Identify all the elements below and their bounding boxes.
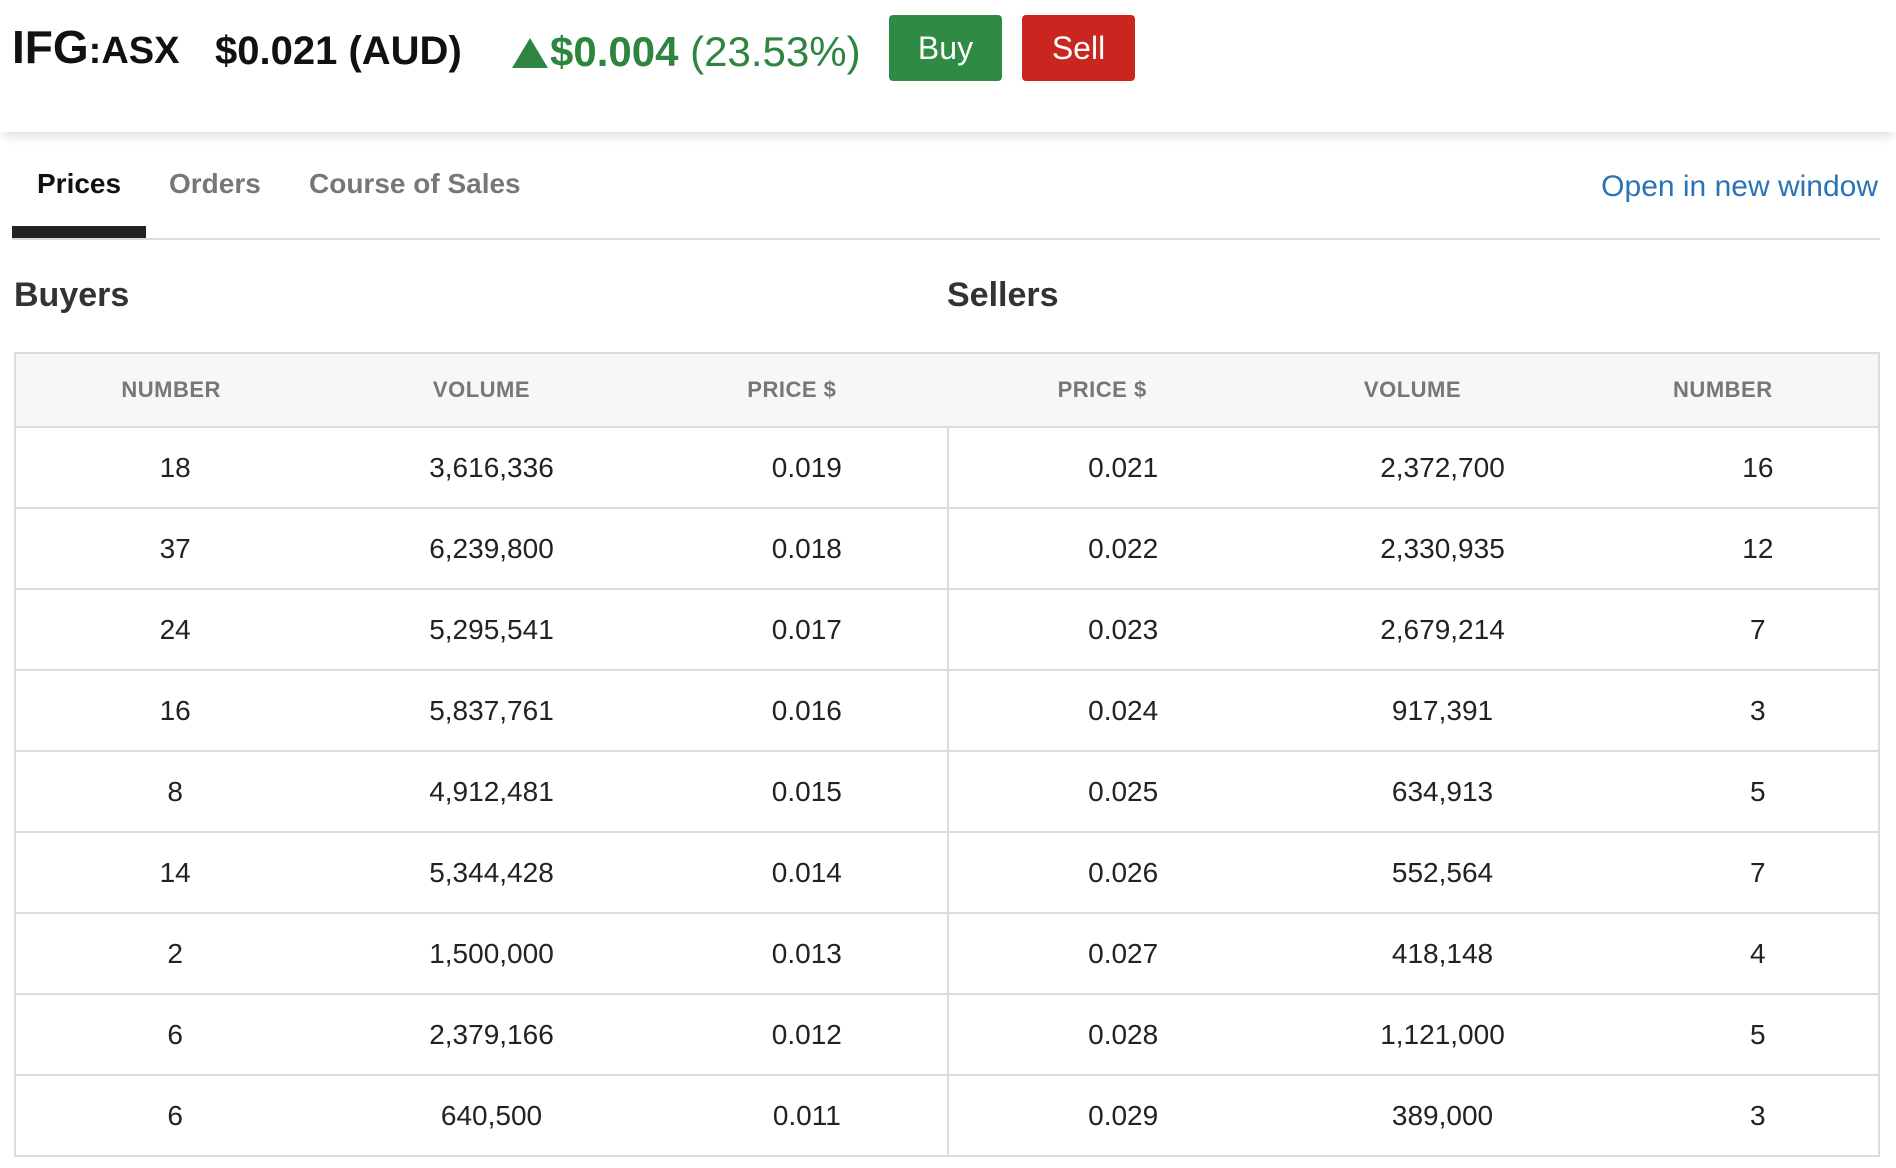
change-percent: (23.53%) — [690, 28, 861, 75]
sellers-price-cell: 0.026 — [947, 833, 1257, 912]
buyers-number-cell: 2 — [167, 937, 183, 969]
sellers-number-cell: 5 — [1750, 1018, 1766, 1050]
buyers-volume-cell: 640,500 — [440, 1099, 543, 1131]
tab-bar: Prices Orders Course of Sales Open in ne… — [12, 150, 1880, 240]
table-row: 8 4,912,481 0.015 0.025 634,913 5 — [16, 752, 1878, 833]
tab-prices[interactable]: Prices — [37, 168, 122, 199]
buyers-volume-cell: 5,295,541 — [429, 613, 554, 645]
buyers-price-cell: 0.019 — [771, 451, 842, 483]
buyers-number-cell: 6 — [167, 1099, 183, 1131]
sellers-volume-cell: 2,372,700 — [1380, 451, 1505, 483]
sellers-number-cell: 7 — [1750, 856, 1766, 888]
header-sellers-price: PRICE $ — [1057, 377, 1147, 402]
sellers-number-cell: 7 — [1750, 613, 1766, 645]
table-row: 14 5,344,428 0.014 0.026 552,564 7 — [16, 833, 1878, 914]
buyers-volume-cell: 5,837,761 — [429, 694, 554, 726]
sellers-volume-cell: 418,148 — [1391, 937, 1494, 969]
sellers-volume-cell: 2,330,935 — [1380, 532, 1505, 564]
buyers-volume-cell: 3,616,336 — [429, 451, 554, 483]
table-row: 37 6,239,800 0.018 0.022 2,330,935 12 — [16, 509, 1878, 590]
sellers-volume-cell: 2,679,214 — [1380, 613, 1505, 645]
table-header-row: NUMBER VOLUME PRICE $ PRICE $ VOLUME NUM… — [16, 354, 1878, 428]
quote-header: IFG:ASX $0.021 (AUD) $0.004 (23.53%) Buy… — [0, 0, 1896, 132]
sellers-number-cell: 5 — [1750, 775, 1766, 807]
market-depth-table: NUMBER VOLUME PRICE $ PRICE $ VOLUME NUM… — [14, 352, 1880, 1157]
sellers-number-cell: 3 — [1750, 1099, 1766, 1131]
buyers-volume-cell: 4,912,481 — [429, 775, 554, 807]
sellers-price-cell: 0.022 — [947, 509, 1257, 588]
sellers-number-cell: 16 — [1742, 451, 1774, 483]
sellers-price-cell: 0.027 — [947, 914, 1257, 993]
ticker-symbol: IFG:ASX — [12, 20, 179, 74]
sellers-volume-cell: 552,564 — [1391, 856, 1494, 888]
table-row: 24 5,295,541 0.017 0.023 2,679,214 7 — [16, 590, 1878, 671]
buyers-volume-cell: 6,239,800 — [429, 532, 554, 564]
buyers-price-cell: 0.018 — [771, 532, 842, 564]
buyers-price-cell: 0.012 — [771, 1018, 842, 1050]
table-row: 6 2,379,166 0.012 0.028 1,121,000 5 — [16, 995, 1878, 1076]
last-price: $0.021 (AUD) — [215, 29, 462, 73]
open-in-new-window-link[interactable]: Open in new window — [1601, 170, 1878, 203]
buyers-number-cell: 18 — [159, 451, 191, 483]
buyers-number-cell: 37 — [159, 532, 191, 564]
buyers-volume-cell: 1,500,000 — [429, 937, 554, 969]
buyers-title: Buyers — [14, 276, 130, 314]
buyers-price-cell: 0.013 — [771, 937, 842, 969]
buyers-number-cell: 6 — [167, 1018, 183, 1050]
tab-course-of-sales[interactable]: Course of Sales — [309, 168, 521, 199]
change-amount: $0.004 — [550, 28, 679, 75]
header-sellers-volume: VOLUME — [1363, 377, 1462, 402]
header-buyers-volume: VOLUME — [432, 377, 531, 402]
sellers-volume-cell: 389,000 — [1391, 1099, 1494, 1131]
sellers-volume-cell: 1,121,000 — [1380, 1018, 1505, 1050]
sellers-price-cell: 0.023 — [947, 590, 1257, 669]
table-row: 6 640,500 0.011 0.029 389,000 3 — [16, 1076, 1878, 1157]
buyers-number-cell: 8 — [167, 775, 183, 807]
header-buyers-price: PRICE $ — [747, 377, 837, 402]
buyers-number-cell: 16 — [159, 694, 191, 726]
sellers-volume-cell: 917,391 — [1391, 694, 1494, 726]
buyers-price-cell: 0.016 — [771, 694, 842, 726]
buyers-price-cell: 0.015 — [771, 775, 842, 807]
buyers-number-cell: 14 — [159, 856, 191, 888]
sellers-title: Sellers — [947, 276, 1059, 314]
header-buyers-number: NUMBER — [121, 377, 221, 402]
sellers-price-cell: 0.025 — [947, 752, 1257, 831]
sellers-number-cell: 12 — [1742, 532, 1774, 564]
table-row: 18 3,616,336 0.019 0.021 2,372,700 16 — [16, 428, 1878, 509]
price-change: $0.004 (23.53%) — [512, 28, 861, 76]
header-sellers-number: NUMBER — [1673, 377, 1773, 402]
buyers-volume-cell: 2,379,166 — [429, 1018, 554, 1050]
buy-button[interactable]: Buy — [889, 15, 1002, 81]
buyers-price-cell: 0.014 — [771, 856, 842, 888]
sell-button[interactable]: Sell — [1022, 15, 1135, 81]
sellers-price-cell: 0.028 — [947, 995, 1257, 1074]
sellers-number-cell: 3 — [1750, 694, 1766, 726]
sellers-price-cell: 0.024 — [947, 671, 1257, 750]
sellers-number-cell: 4 — [1750, 937, 1766, 969]
buyers-number-cell: 24 — [159, 613, 191, 645]
up-arrow-icon — [512, 38, 548, 68]
table-row: 2 1,500,000 0.013 0.027 418,148 4 — [16, 914, 1878, 995]
sellers-volume-cell: 634,913 — [1391, 775, 1494, 807]
table-row: 16 5,837,761 0.016 0.024 917,391 3 — [16, 671, 1878, 752]
tab-orders[interactable]: Orders — [169, 168, 261, 199]
buyers-price-cell: 0.011 — [772, 1099, 841, 1131]
ticker-exchange: :ASX — [88, 30, 180, 72]
buyers-volume-cell: 5,344,428 — [429, 856, 554, 888]
buyers-price-cell: 0.017 — [771, 613, 842, 645]
ticker-code: IFG — [12, 21, 89, 73]
sellers-price-cell: 0.029 — [947, 1076, 1257, 1155]
active-tab-indicator — [12, 226, 146, 238]
sellers-price-cell: 0.021 — [947, 428, 1257, 507]
